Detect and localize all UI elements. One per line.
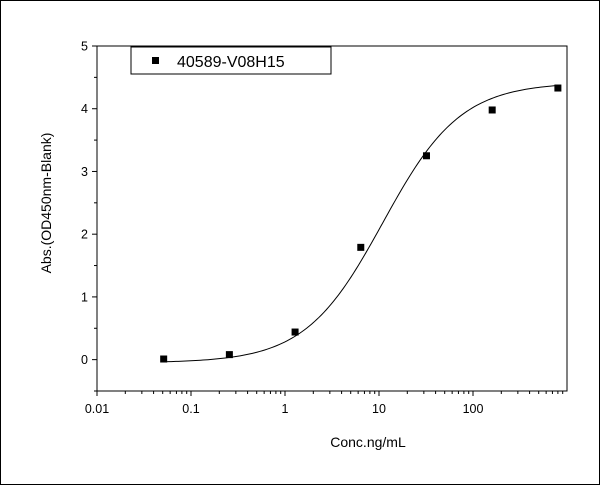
legend: 40589-V08H15: [130, 46, 332, 75]
plot-frame: [96, 45, 568, 392]
data-point: [160, 355, 168, 363]
x-tick-label: 10: [372, 402, 386, 416]
y-tick-label: 2: [81, 228, 88, 242]
y-axis-title: Abs.(OD450nm-Blank): [38, 133, 54, 274]
plot-area: 0.01 0.1 1 10 100 0 1 2 3 4 5: [81, 40, 568, 416]
y-tick-label: 1: [81, 290, 88, 304]
data-point: [357, 243, 365, 251]
x-tick-label: 100: [463, 402, 484, 416]
y-tick-label: 0: [81, 353, 88, 367]
x-tick-label: 0.01: [85, 402, 109, 416]
data-point: [488, 106, 496, 114]
y-tick-label: 3: [81, 165, 88, 179]
x-tick-label: 0.1: [182, 402, 199, 416]
legend-label: 40589-V08H15: [177, 54, 285, 71]
legend-box: [130, 46, 332, 75]
data-point: [422, 152, 430, 160]
data-point: [554, 84, 562, 92]
fit-curve: [163, 84, 558, 363]
data-point: [225, 351, 233, 359]
x-axis-title: Conc.ng/mL: [330, 434, 406, 450]
data-point: [291, 328, 299, 336]
legend-marker: [152, 57, 159, 64]
x-tick-label: 1: [282, 402, 289, 416]
y-tick-label: 4: [81, 102, 88, 116]
y-tick-label: 5: [81, 40, 88, 54]
